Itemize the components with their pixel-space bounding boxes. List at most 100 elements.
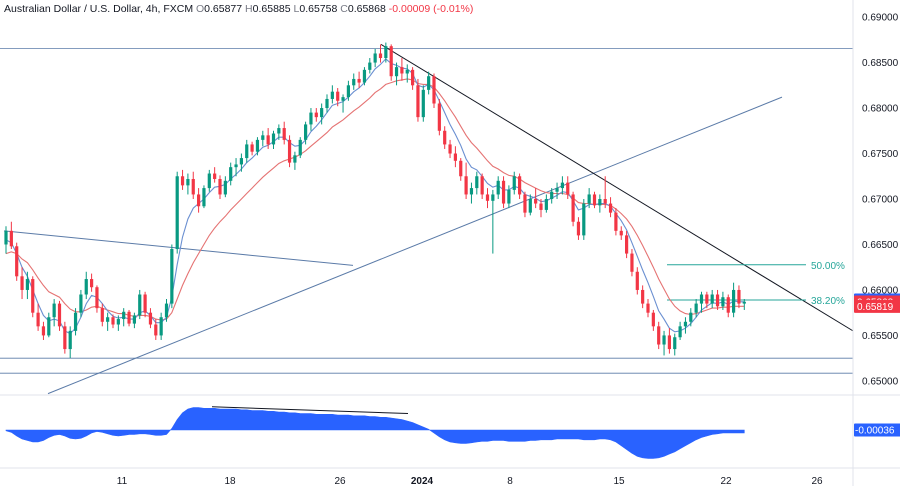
candle-body (218, 178, 222, 195)
candle-body (678, 326, 682, 338)
candle-body (673, 337, 677, 350)
candle-body (432, 76, 436, 104)
candle-body (25, 279, 29, 290)
candle-body (694, 303, 698, 313)
candle-body (742, 301, 746, 304)
candle-body (389, 46, 393, 77)
candle-body (523, 194, 527, 213)
candle-body (732, 289, 736, 313)
y-tick-label: 0.65500 (862, 331, 899, 342)
symbol-title: Australian Dollar / U.S. Dollar, 4h, FXC… (4, 3, 194, 15)
candle-body (394, 67, 399, 77)
candle-body (143, 294, 147, 313)
candle-body (555, 188, 559, 192)
oscillator-area (5, 407, 745, 459)
candle-body (84, 279, 88, 295)
badge-ma-text: 0.65819 (857, 302, 894, 313)
candle-body (560, 182, 564, 189)
candle-body (213, 173, 217, 179)
candle-body (63, 326, 67, 350)
candle-body (550, 191, 554, 199)
candle-body (400, 67, 404, 74)
candle-body (266, 135, 270, 145)
candle-body (20, 276, 24, 290)
fib-50-label: 50.00% (811, 261, 845, 272)
candle-body (667, 335, 671, 350)
x-tick-label: 15 (613, 476, 625, 486)
candle-body (180, 176, 185, 186)
y-tick-label: 0.68500 (862, 58, 899, 69)
candle-body (159, 317, 163, 336)
fib-382-label: 38.20% (811, 296, 845, 307)
candle-body (15, 246, 19, 277)
candle-body (453, 153, 457, 161)
candle-body (255, 139, 260, 152)
candle-body (699, 294, 704, 304)
candle-body (31, 279, 35, 313)
candle-body (592, 194, 597, 206)
candle-body (239, 158, 243, 165)
candle-body (571, 194, 575, 222)
candle-body (346, 85, 350, 98)
candle-body (116, 319, 120, 325)
candle-body (544, 199, 548, 210)
candle-body (421, 89, 425, 118)
candle-body (539, 203, 543, 210)
y-tick-label: 0.67000 (862, 195, 899, 206)
candle-body (491, 194, 495, 201)
candle-body (271, 133, 276, 145)
candle-body (325, 98, 329, 109)
candle-body (41, 326, 46, 336)
high-value: 0.65885 (252, 3, 291, 15)
candle-body (587, 194, 591, 204)
candle-body (496, 180, 500, 195)
candle-body (122, 311, 126, 320)
candle-body (512, 176, 516, 190)
candle-body (683, 321, 688, 327)
candle-body (79, 294, 83, 313)
y-tick-label: 0.68000 (862, 104, 899, 115)
candle-body (320, 108, 324, 118)
candle-body (298, 139, 302, 156)
y-tick-label: 0.65000 (862, 376, 899, 387)
candle-body (437, 103, 441, 131)
badge-ma-bg (854, 299, 900, 313)
candle-body (710, 294, 714, 304)
x-tick-label: 11 (117, 476, 128, 486)
x-tick-label: 18 (224, 476, 236, 486)
candle-body (250, 144, 254, 152)
candle-body (223, 180, 227, 195)
candle-body (464, 176, 468, 195)
candle-body (202, 188, 206, 207)
change-value: -0.00009 (-0.01%) (388, 3, 474, 15)
candle-body (448, 144, 452, 154)
candle-body (630, 253, 634, 272)
candle-body (459, 160, 463, 177)
candle-body (186, 178, 190, 186)
candle-body (619, 230, 623, 236)
candle-body (378, 53, 383, 59)
candle-body (138, 294, 142, 316)
candle-body (336, 91, 340, 101)
candle-body (111, 317, 115, 325)
candle-body (475, 176, 479, 189)
candle-body (608, 203, 613, 213)
candle-body (282, 128, 286, 140)
candle-body (170, 249, 174, 304)
candle-body (68, 330, 72, 350)
low-value: 0.65758 (299, 3, 338, 15)
candle-body (635, 271, 639, 290)
candle-body (427, 76, 431, 90)
y-tick-label: 0.66500 (862, 240, 899, 251)
low-label: L (293, 3, 300, 15)
candle-body (127, 311, 131, 324)
badge-oscillator-text: -0.00036 (855, 426, 895, 437)
candle-body (657, 326, 661, 345)
candle-body (507, 189, 511, 204)
x-tick-label: 26 (811, 476, 823, 486)
candle-body (106, 317, 110, 322)
candle-body (132, 315, 136, 324)
candle-body (443, 130, 447, 145)
